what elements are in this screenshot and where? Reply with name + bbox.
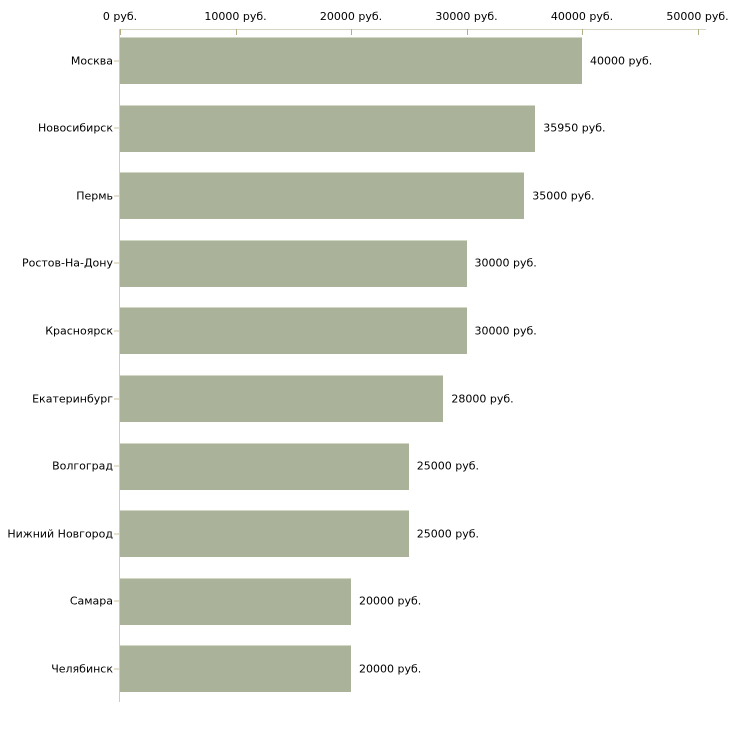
category-label: Волгоград [52, 459, 113, 473]
value-label: 25000 руб. [416, 459, 480, 473]
category-tick-mark [114, 262, 119, 264]
category-tick-mark [114, 195, 119, 197]
x-axis-tick-label: 0 руб. [102, 10, 138, 23]
category-tick-mark [114, 600, 119, 602]
bar [120, 239, 467, 287]
category-tick-mark [114, 398, 119, 399]
bar [120, 104, 536, 152]
y-axis-line [119, 29, 120, 702]
x-axis-line [120, 29, 706, 30]
value-label: 35950 руб. [543, 121, 606, 135]
x-axis-tick-label: 30000 руб. [435, 10, 498, 23]
bar [120, 510, 409, 558]
x-axis-tick-mark [351, 29, 352, 35]
bar [120, 307, 467, 355]
bar [120, 172, 525, 220]
x-axis-tick-label: 50000 руб. [666, 10, 729, 23]
value-label: 20000 руб. [359, 594, 422, 608]
category-label: Москва [70, 54, 113, 67]
category-tick-mark [114, 668, 119, 670]
x-axis-tick-mark [582, 29, 583, 35]
category-tick-mark [114, 330, 119, 332]
bar [120, 37, 582, 84]
value-label: 20000 руб. [359, 662, 422, 676]
x-axis-tick-label: 40000 руб. [550, 10, 614, 23]
category-label: Самара [69, 594, 113, 608]
category-tick-mark [114, 465, 119, 467]
category-label: Челябинск [51, 662, 113, 676]
value-label: 25000 руб. [416, 527, 480, 541]
category-tick-mark [114, 60, 119, 61]
category-label: Екатеринбург [32, 392, 113, 405]
value-label: 40000 руб. [590, 54, 653, 67]
bar [120, 375, 444, 422]
x-axis-tick-mark [466, 29, 468, 35]
x-axis-tick-mark [235, 29, 237, 35]
x-axis-tick-mark [697, 29, 699, 35]
category-label: Нижний Новгород [7, 527, 113, 541]
value-label: 30000 руб. [474, 324, 537, 338]
bar [120, 442, 409, 490]
value-label: 30000 руб. [474, 256, 537, 270]
value-label: 28000 руб. [451, 392, 514, 405]
category-label: Красноярск [45, 324, 113, 338]
bar [120, 645, 351, 693]
x-axis-tick-label: 20000 руб. [319, 10, 383, 23]
x-axis-tick-label: 10000 руб. [204, 10, 267, 23]
x-axis-tick-mark [120, 29, 121, 35]
bar [120, 577, 351, 625]
category-label: Ростов-На-Дону [21, 256, 113, 270]
category-label: Пермь [76, 189, 113, 203]
category-label: Новосибирск [37, 121, 113, 135]
category-tick-mark [114, 127, 119, 129]
category-tick-mark [114, 533, 119, 535]
value-label: 35000 руб. [532, 189, 595, 203]
